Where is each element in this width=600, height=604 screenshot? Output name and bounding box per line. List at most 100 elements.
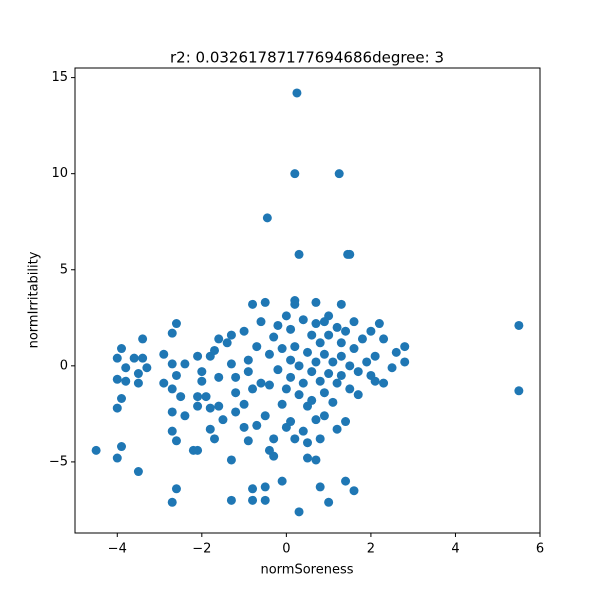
point bbox=[286, 355, 296, 365]
point bbox=[514, 320, 524, 330]
point bbox=[341, 476, 351, 486]
point bbox=[112, 403, 122, 413]
y-tick-label: 5 bbox=[60, 262, 68, 277]
point bbox=[345, 249, 355, 259]
point bbox=[171, 484, 181, 494]
point bbox=[252, 342, 262, 352]
point bbox=[315, 376, 325, 386]
point bbox=[281, 311, 291, 321]
point bbox=[239, 422, 249, 432]
point bbox=[353, 390, 363, 400]
point bbox=[334, 169, 344, 179]
point bbox=[260, 495, 270, 505]
point bbox=[112, 353, 122, 363]
point bbox=[303, 347, 312, 357]
point bbox=[180, 411, 190, 421]
point bbox=[345, 361, 355, 371]
point bbox=[328, 397, 338, 407]
point bbox=[307, 367, 317, 377]
point bbox=[188, 445, 198, 455]
point bbox=[332, 424, 342, 434]
point bbox=[362, 357, 372, 367]
point bbox=[243, 436, 253, 446]
point bbox=[319, 388, 329, 398]
point bbox=[167, 497, 177, 507]
y-tick-label: 15 bbox=[51, 70, 68, 85]
point bbox=[218, 415, 228, 425]
point bbox=[290, 434, 300, 444]
point bbox=[167, 426, 177, 436]
point bbox=[269, 434, 279, 444]
point bbox=[277, 399, 287, 409]
point bbox=[129, 353, 139, 363]
point bbox=[298, 315, 308, 325]
point bbox=[252, 420, 262, 430]
point bbox=[193, 351, 203, 361]
point bbox=[298, 426, 308, 436]
plot-frame bbox=[74, 67, 541, 534]
point bbox=[205, 403, 215, 413]
point bbox=[349, 486, 359, 496]
point bbox=[341, 326, 351, 336]
point bbox=[324, 369, 334, 379]
point bbox=[210, 434, 219, 444]
x-tick-label: 4 bbox=[451, 542, 459, 557]
point bbox=[117, 393, 126, 403]
point bbox=[286, 417, 296, 427]
point bbox=[311, 297, 321, 307]
point bbox=[387, 363, 397, 373]
point bbox=[167, 384, 177, 394]
x-tick-label: 2 bbox=[367, 542, 375, 557]
point bbox=[214, 334, 224, 344]
point bbox=[226, 359, 236, 369]
point bbox=[193, 392, 203, 402]
point bbox=[324, 497, 334, 507]
point bbox=[117, 442, 126, 452]
point bbox=[379, 334, 389, 344]
point bbox=[262, 213, 272, 223]
point bbox=[514, 386, 524, 396]
point bbox=[171, 436, 181, 446]
x-tick-label: −2 bbox=[192, 542, 211, 557]
point bbox=[176, 392, 186, 402]
point bbox=[298, 378, 308, 388]
point bbox=[269, 451, 279, 461]
point bbox=[353, 367, 363, 377]
point bbox=[256, 378, 266, 388]
point bbox=[239, 326, 249, 336]
point bbox=[193, 401, 203, 411]
point bbox=[112, 453, 122, 463]
point bbox=[311, 415, 321, 425]
point bbox=[332, 322, 342, 332]
point bbox=[341, 417, 351, 427]
point bbox=[315, 434, 325, 444]
point bbox=[197, 376, 207, 386]
point bbox=[248, 299, 258, 309]
point bbox=[243, 355, 253, 365]
point bbox=[264, 380, 274, 390]
point bbox=[243, 367, 253, 377]
point bbox=[315, 482, 325, 492]
point bbox=[286, 372, 296, 382]
point bbox=[336, 338, 346, 348]
y-tick-label: −5 bbox=[49, 454, 68, 469]
point bbox=[231, 407, 241, 417]
point bbox=[400, 342, 410, 352]
point bbox=[180, 359, 190, 369]
point bbox=[133, 467, 143, 477]
point bbox=[294, 249, 304, 259]
point bbox=[133, 378, 143, 388]
point bbox=[332, 378, 342, 388]
y-axis-label: normIrritability bbox=[27, 251, 42, 348]
point bbox=[292, 88, 302, 98]
x-tick-label: 6 bbox=[536, 542, 544, 557]
point bbox=[222, 338, 232, 348]
point bbox=[319, 349, 329, 359]
x-axis-label: normSoreness bbox=[260, 563, 353, 578]
y-tick-label: 0 bbox=[60, 358, 68, 373]
point bbox=[138, 353, 148, 363]
point bbox=[307, 330, 317, 340]
point bbox=[171, 370, 181, 380]
point bbox=[349, 344, 359, 354]
point bbox=[294, 390, 304, 400]
